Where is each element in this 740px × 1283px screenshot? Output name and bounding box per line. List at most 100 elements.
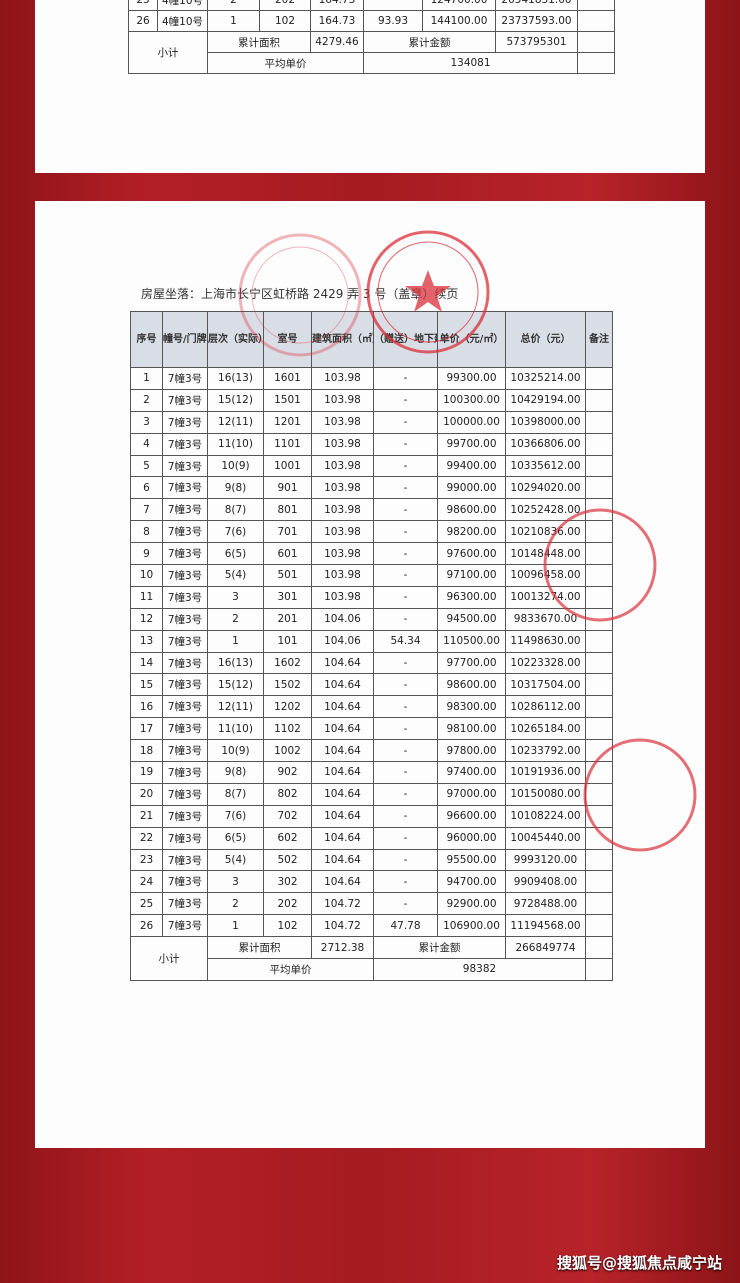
table-cell: 104.72 [311, 914, 374, 938]
table-cell: - [373, 432, 438, 456]
table-cell [363, 0, 423, 11]
table-cell: 7幢3号 [162, 585, 208, 609]
table-cell: 8(7) [207, 498, 264, 522]
table-cell [585, 367, 613, 390]
table-row: 8 7幢3号 7(6) 701 103.98-98200.00 10210836.00 [130, 520, 613, 544]
table-cell: 3 [130, 410, 163, 434]
table-cell: 99700.00 [437, 432, 506, 456]
table-cell: 98300.00 [437, 695, 506, 719]
table-cell: 4幢10号 [157, 10, 208, 32]
table-cell: 97100.00 [437, 564, 506, 587]
table-row: 11 7幢3号 3 301 103.98-96300.00 10013274.00 [130, 585, 613, 609]
table-cell: 25 [130, 892, 163, 916]
table-cell: 103.98 [311, 520, 374, 544]
table-cell: 7幢3号 [162, 739, 208, 763]
table-cell: - [373, 673, 438, 697]
table-cell: 7幢3号 [162, 826, 208, 850]
table-row: 3 7幢3号 12(11) 1201 103.98-100000.00 10398000.… [130, 410, 613, 434]
column-header: 建筑面积（㎡） [311, 311, 374, 368]
table-cell: 1201 [263, 410, 312, 434]
table-cell [585, 520, 613, 544]
table-cell: - [373, 476, 438, 500]
remark-cell [577, 52, 615, 74]
table-cell: 102 [259, 10, 311, 32]
table-cell: 26 [130, 914, 163, 938]
table-cell: 94700.00 [437, 870, 506, 894]
table-cell [585, 629, 613, 653]
table-cell: 7幢3号 [162, 432, 208, 456]
table-cell: 1 [207, 914, 264, 938]
table-cell: - [373, 607, 438, 631]
table-cell: 202 [259, 0, 311, 11]
table-cell: 104.64 [311, 782, 374, 806]
table-cell: 10294020.00 [505, 476, 586, 500]
cum-amount-label: 累计金额 [363, 31, 496, 53]
table-cell: 99000.00 [437, 476, 506, 500]
table-cell: 11(10) [207, 432, 264, 456]
table-cell [585, 804, 613, 828]
table-cell: 110500.00 [437, 629, 506, 653]
table-cell: 97000.00 [437, 782, 506, 806]
table-cell: - [373, 542, 438, 566]
table-cell: 3 [207, 585, 264, 609]
table-cell [585, 695, 613, 719]
table-cell: 103.98 [311, 432, 374, 456]
table-cell: 23737593.00 [495, 10, 578, 32]
table-cell: 702 [263, 804, 312, 828]
table-cell: 12(11) [207, 695, 264, 719]
table-cell [585, 892, 613, 916]
table-cell: 10150080.00 [505, 782, 586, 806]
document-page-2: 房屋坐落：上海市长宁区虹桥路 2429 弄 3 号（盖章）续页 序号幢号/门牌号… [35, 201, 705, 1148]
avg-price-value: 134081 [363, 52, 578, 74]
table-cell: 103.98 [311, 367, 374, 390]
table-cell: 10317504.00 [505, 673, 586, 697]
table-cell: 10398000.00 [505, 410, 586, 434]
table-row: 24 7幢3号 3 302 104.64-94700.00 9909408.00 [130, 870, 613, 894]
table-row: 16 7幢3号 12(11) 1202 104.64-98300.00 10286112.… [130, 695, 613, 719]
table-cell [585, 432, 613, 456]
table-cell: - [373, 367, 438, 390]
table-cell: 7(6) [207, 520, 264, 544]
table-cell: 104.64 [311, 673, 374, 697]
table-cell: - [373, 848, 438, 872]
table-cell: 99300.00 [437, 367, 506, 390]
table-row: 5 7幢3号 10(9) 1001 103.98-99400.00 10335612.00 [130, 454, 613, 478]
table-cell: 302 [263, 870, 312, 894]
table-cell: 16(13) [207, 367, 264, 390]
table-cell: 10286112.00 [505, 695, 586, 719]
table-cell: - [373, 410, 438, 434]
table-cell: 802 [263, 782, 312, 806]
table-cell: 8(7) [207, 782, 264, 806]
column-header: 单价（元/㎡） [437, 311, 506, 368]
table-cell: 106900.00 [437, 914, 506, 938]
table-cell: 201 [263, 607, 312, 631]
table-cell: 17 [130, 717, 163, 741]
table-cell: 20 [130, 782, 163, 806]
table-cell: 7幢3号 [162, 629, 208, 653]
table-cell: 104.06 [311, 607, 374, 631]
table-row: 22 7幢3号 6(5) 602 104.64-96000.00 10045440.00 [130, 826, 613, 850]
table-cell: - [373, 717, 438, 741]
table-cell [585, 673, 613, 697]
table-row: 15 7幢3号 15(12) 1502 104.64-98600.00 10317504.… [130, 673, 613, 697]
table-cell: 9(8) [207, 476, 264, 500]
table-cell: 10(9) [207, 454, 264, 478]
table-cell: 7幢3号 [162, 542, 208, 566]
table-row: 9 7幢3号 6(5) 601 103.98-97600.00 10148448.00 [130, 542, 613, 566]
table-cell: 9833670.00 [505, 607, 586, 631]
table-cell: 7幢3号 [162, 476, 208, 500]
table-cell: 501 [263, 564, 312, 587]
cum-area-label: 累计面积 [207, 31, 311, 53]
table-cell: - [373, 585, 438, 609]
watermark: 搜狐号@搜狐焦点咸宁站 [556, 1254, 722, 1272]
table-cell: 103.98 [311, 454, 374, 478]
table-cell [585, 476, 613, 500]
table-cell: 502 [263, 848, 312, 872]
table-cell: 96000.00 [437, 826, 506, 850]
table-cell: 10265184.00 [505, 717, 586, 741]
table-cell: 2 [207, 892, 264, 916]
remark-cell [585, 936, 613, 960]
table-cell: 164.73 [310, 10, 364, 32]
table-cell: 54.34 [373, 629, 438, 653]
table-cell: 104.64 [311, 804, 374, 828]
